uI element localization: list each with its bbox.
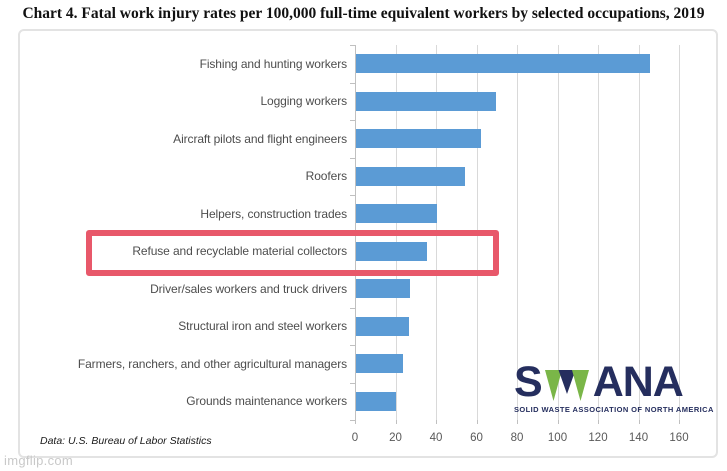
- gridline: [517, 45, 518, 420]
- bar: [356, 316, 410, 336]
- plot-area: 0 20 40 60 80 100 120 140 160 Fishing and hunting…: [20, 31, 716, 456]
- category-label: Grounds maintenance workers: [186, 394, 347, 409]
- category-label: Aircraft pilots and flight engineers: [173, 131, 347, 146]
- bar: [356, 91, 496, 111]
- x-axis-tick: [598, 420, 599, 424]
- swana-letter-s: S: [514, 358, 543, 406]
- category-label: Driver/sales workers and truck drivers: [150, 281, 347, 296]
- x-axis-tick-label: 140: [628, 432, 649, 444]
- bar: [356, 241, 428, 261]
- x-axis-tick-label: 100: [547, 432, 568, 444]
- bar: [356, 354, 403, 374]
- gridline: [598, 45, 599, 420]
- swana-wordmark: S ANA: [514, 358, 714, 406]
- category-label: Logging workers: [260, 94, 347, 109]
- category-axis-tick: [350, 45, 355, 46]
- imgflip-watermark: imgflip.com: [4, 453, 74, 468]
- x-axis-tick: [638, 420, 640, 424]
- x-axis-tick: [395, 420, 397, 424]
- swana-letters-ana: ANA: [592, 358, 684, 406]
- category-label: Farmers, ranchers, and other agricultura…: [77, 356, 347, 371]
- gridline: [679, 45, 680, 420]
- category-label: Refuse and recyclable material collector…: [132, 244, 347, 259]
- x-axis-tick-label: 40: [429, 432, 443, 444]
- bar: [356, 391, 397, 411]
- x-axis-tick: [476, 420, 478, 424]
- category-axis-tick: [350, 82, 355, 84]
- swana-w-icon: [544, 370, 589, 401]
- category-axis-tick: [350, 120, 355, 121]
- category-label: Structural iron and steel workers: [178, 319, 347, 334]
- x-axis-tick-label: 60: [470, 432, 483, 444]
- category-axis-tick: [350, 195, 355, 196]
- category-axis-tick: [350, 157, 355, 159]
- x-axis-tick-label: 80: [510, 432, 524, 444]
- gridline: [638, 45, 640, 420]
- chart-area: 0 20 40 60 80 100 120 140 160 Fishing and hunting…: [18, 29, 718, 458]
- category-axis-tick: [350, 420, 355, 421]
- category-label: Helpers, construction trades: [200, 206, 347, 221]
- gridline: [557, 45, 559, 420]
- bar: [356, 279, 411, 299]
- swana-tagline: SOLID WASTE ASSOCIATION OF NORTH AMERICA: [514, 405, 714, 414]
- x-axis-tick-label: 120: [588, 432, 608, 444]
- bar: [356, 204, 437, 224]
- category-axis-tick: [350, 345, 355, 346]
- category-axis-tick: [350, 307, 355, 309]
- bar: [356, 129, 482, 149]
- category-label: Fishing and hunting workers: [199, 56, 347, 71]
- x-axis-tick-label: 20: [389, 432, 402, 444]
- x-axis-tick: [557, 420, 559, 424]
- bar: [356, 166, 466, 186]
- category-axis-tick: [350, 382, 355, 384]
- category-label: Roofers: [305, 169, 347, 184]
- chart-title: Chart 4. Fatal work injury rates per 100…: [22, 5, 705, 22]
- x-axis-tick-label: 160: [669, 432, 689, 444]
- x-axis-tick: [436, 420, 437, 424]
- x-axis-tick: [679, 420, 680, 424]
- x-axis-tick-label: 0: [351, 432, 359, 444]
- source-note: Data: U.S. Bureau of Labor Statistics: [40, 435, 212, 447]
- bar: [356, 54, 650, 74]
- highlight-rectangle: [86, 230, 499, 276]
- x-axis-tick: [517, 420, 518, 424]
- swana-logo: S ANA SOLID WASTE ASSOCIATION OF NORTH A…: [514, 358, 714, 415]
